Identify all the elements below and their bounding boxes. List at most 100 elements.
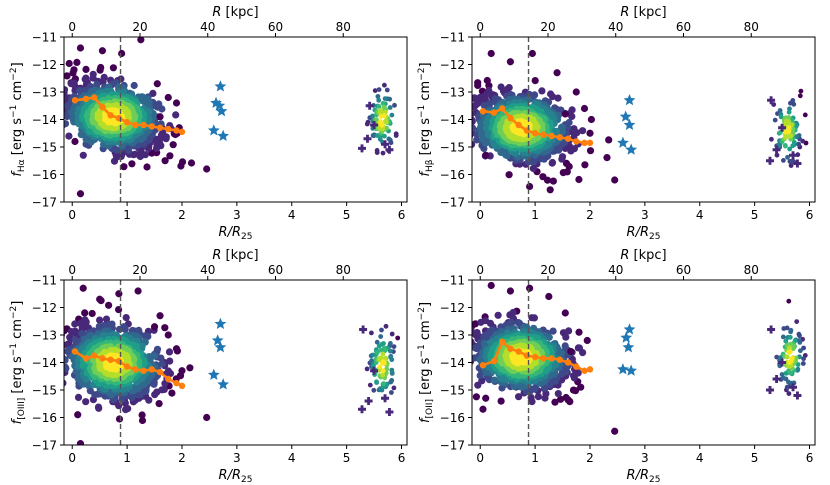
median-point (123, 363, 131, 370)
far-cloud-point (369, 330, 374, 336)
cross-marker (789, 151, 798, 160)
main-cloud-point (538, 87, 546, 95)
median-point (71, 348, 79, 355)
y-tick-label: −14 (32, 356, 57, 370)
main-cloud-point (546, 186, 554, 194)
x-axis-label: R/R25 (219, 225, 253, 242)
far-cloud-point (384, 87, 390, 93)
x2-tick-label: 80 (336, 20, 351, 34)
main-cloud-point (527, 394, 535, 402)
far-cloud-point (376, 104, 382, 109)
outlier-point (172, 345, 181, 353)
star-marker (207, 124, 220, 136)
cross-markers (765, 96, 802, 168)
main-cloud-point (579, 127, 587, 135)
far-cloud-point (797, 333, 802, 339)
far-cloud-point (774, 152, 780, 158)
far-cloud-point (795, 362, 801, 367)
main-cloud-point (472, 393, 480, 401)
x-tick-label: 6 (398, 451, 406, 465)
cross-marker (385, 408, 394, 416)
main-cloud-point (138, 411, 146, 419)
median-point (540, 131, 547, 138)
far-cloud-point (378, 347, 384, 353)
main-cloud-point (562, 159, 571, 167)
far-cloud-point (778, 114, 784, 120)
far-cloud-point (787, 146, 793, 152)
median-point (507, 114, 514, 122)
x2-tick-label: 20 (132, 20, 147, 34)
main-cloud-point (120, 163, 128, 171)
y-tick-label: −13 (440, 86, 465, 100)
outlier-point (96, 295, 104, 303)
median-point (107, 112, 114, 119)
main-cloud-point (528, 314, 536, 322)
far-cloud-point (378, 119, 383, 125)
x-tick-label: 0 (68, 208, 76, 222)
main-cloud (64, 297, 194, 425)
outlier-point (178, 367, 186, 375)
far-cloud-point (785, 154, 790, 160)
main-cloud (472, 307, 587, 406)
far-cloud-point (389, 331, 395, 337)
main-cloud-point (122, 314, 130, 322)
main-cloud-point (115, 325, 124, 333)
y-tick-label: −17 (32, 439, 57, 453)
median-point (71, 97, 79, 104)
main-cloud-point (186, 364, 194, 372)
median-point (90, 94, 98, 101)
x-tick-label: 1 (123, 451, 131, 465)
far-cloud-point (370, 113, 375, 119)
main-cloud-point (586, 147, 595, 155)
panel-oiii: 0 1 2 3 4 5 60 20 40 60 80−17−16−15−14−13−12−11R/R… (9, 248, 408, 485)
cross-marker (359, 325, 368, 334)
median-point (548, 132, 555, 140)
x2-tick-label: 60 (676, 20, 691, 34)
x2-tick-label: 80 (744, 20, 759, 34)
outlier-point (74, 411, 82, 419)
far-cloud-point (367, 382, 373, 388)
main-cloud-point (161, 157, 169, 165)
median-point (99, 355, 106, 362)
x2-tick-label: 40 (200, 263, 215, 277)
main-cloud-point (166, 357, 174, 365)
far-cloud-point (380, 100, 386, 106)
x-tick-label: 5 (343, 208, 351, 222)
main-cloud-point (65, 59, 73, 68)
star-marker (211, 334, 224, 346)
main-cloud-point (143, 163, 151, 171)
outlier-point (153, 80, 161, 88)
far-cloud-point (783, 376, 789, 382)
far-cloud-point (378, 114, 384, 119)
star-marker (207, 368, 220, 380)
far-cloud-point (378, 334, 384, 339)
x-tick-label: 3 (233, 451, 241, 465)
x-tick-label: 6 (398, 208, 406, 222)
main-cloud-point (172, 111, 180, 119)
far-cloud-point (365, 119, 371, 125)
far-cloud-point (382, 82, 387, 88)
main-cloud-point (124, 405, 132, 413)
far-cloud-point (380, 368, 386, 374)
y-tick-label: −13 (32, 329, 57, 343)
far-cloud-point (788, 100, 793, 106)
main-cloud-point (55, 100, 62, 107)
cross-marker (772, 145, 781, 154)
main-cloud-point (109, 64, 117, 72)
main-cloud-point (460, 102, 467, 109)
far-cloud-point (772, 117, 778, 123)
y-tick-label: −12 (32, 58, 57, 72)
main-cloud-point (472, 124, 477, 132)
main-cloud-point (168, 389, 176, 397)
median-point (498, 105, 506, 112)
median-point (531, 130, 539, 137)
cross-marker (370, 366, 379, 375)
star-marker (623, 94, 636, 106)
main-cloud-point (574, 344, 582, 352)
x-tick-label: 2 (178, 451, 186, 465)
y-tick-label: −11 (32, 274, 57, 288)
star-marker (217, 378, 230, 390)
median-point (148, 366, 156, 373)
far-cloud-point (388, 379, 394, 385)
x-tick-label: 6 (806, 208, 814, 222)
